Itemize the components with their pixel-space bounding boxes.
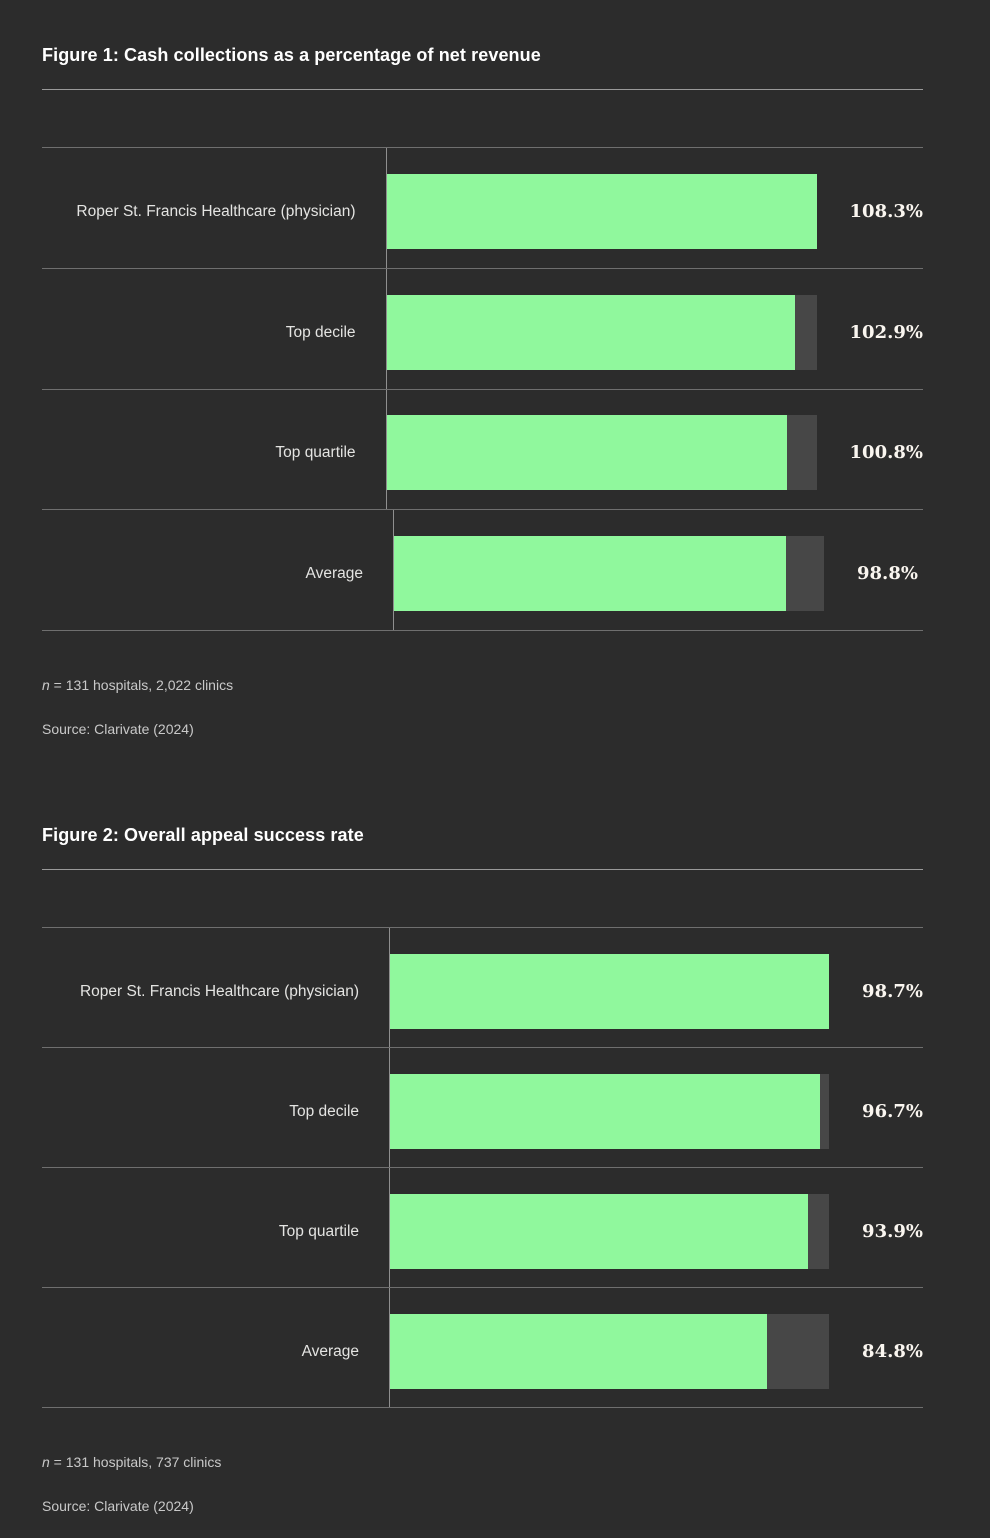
bar-track xyxy=(386,415,817,491)
figure-2-chart: Roper St. Francis Healthcare (physician)… xyxy=(42,927,923,1408)
bar-cell: 98.8% xyxy=(393,510,923,630)
sample-size-text: = 131 hospitals, 2,022 clinics xyxy=(49,677,234,693)
value-label: 96.7% xyxy=(862,1100,923,1122)
value-label: 108.3% xyxy=(849,200,923,222)
bar-fill xyxy=(386,294,796,370)
source-note: Source: Clarivate (2024) xyxy=(42,1498,194,1514)
bar-track xyxy=(386,294,817,370)
bar-cell: 98.7% xyxy=(389,928,923,1047)
category-label-cell: Roper St. Francis Healthcare (physician) xyxy=(42,928,389,1047)
category-label-cell: Top quartile xyxy=(42,1168,389,1287)
category-label-cell: Average xyxy=(42,1288,389,1407)
bar-track xyxy=(394,536,824,612)
category-label-cell: Roper St. Francis Healthcare (physician) xyxy=(42,148,386,268)
figure-2: Figure 2: Overall appeal success rate Ro… xyxy=(42,824,923,1515)
bar-fill xyxy=(386,415,787,491)
value-label: 84.8% xyxy=(862,1340,923,1362)
bar-track xyxy=(390,1193,830,1269)
value-label: 98.7% xyxy=(862,980,923,1002)
bar-row: Average 84.8% xyxy=(42,1287,923,1407)
bar-cell: 108.3% xyxy=(385,148,923,268)
figure-2-title: Figure 2: Overall appeal success rate xyxy=(42,824,923,870)
bar-fill xyxy=(386,173,817,249)
bar-track xyxy=(386,173,817,249)
bar-cell: 100.8% xyxy=(385,389,923,510)
bar-cell: 93.9% xyxy=(389,1168,923,1287)
bar-fill xyxy=(390,1193,808,1269)
bar-row: Average 98.8% xyxy=(42,509,923,630)
value-label: 98.8% xyxy=(857,563,918,585)
sample-size-note: n = 131 hospitals, 2,022 clinics xyxy=(42,677,923,694)
bar-track xyxy=(390,953,830,1029)
bar-row: Top decile 96.7% xyxy=(42,1047,923,1167)
bar-row: Roper St. Francis Healthcare (physician)… xyxy=(42,927,923,1047)
category-label: Roper St. Francis Healthcare (physician) xyxy=(79,982,360,1000)
bar-cell: 84.8% xyxy=(389,1288,923,1407)
bar-cell: 96.7% xyxy=(389,1048,923,1167)
bar-track xyxy=(390,1073,830,1149)
value-label: 93.9% xyxy=(862,1220,923,1242)
bar-row: Roper St. Francis Healthcare (physician)… xyxy=(42,147,923,268)
source-note: Source: Clarivate (2024) xyxy=(42,721,194,737)
category-label-cell: Top decile xyxy=(42,1048,389,1167)
category-label: Top decile xyxy=(289,1102,360,1120)
bar-row: Top quartile 100.8% xyxy=(42,388,923,510)
category-label-cell: Top decile xyxy=(42,269,386,389)
value-label: 102.9% xyxy=(849,321,923,343)
bar-row: Top decile 102.9% xyxy=(42,267,923,389)
category-label: Average xyxy=(305,565,363,583)
figure-1: Figure 1: Cash collections as a percenta… xyxy=(42,44,923,738)
figure-1-title: Figure 1: Cash collections as a percenta… xyxy=(42,44,923,90)
category-label: Top quartile xyxy=(278,1222,360,1240)
bar-track xyxy=(390,1313,830,1389)
bar-fill xyxy=(390,1313,768,1389)
bar-fill xyxy=(390,953,830,1029)
category-label: Average xyxy=(301,1342,360,1360)
bar-cell: 102.9% xyxy=(385,268,923,389)
category-label: Roper St. Francis Healthcare (physician) xyxy=(76,202,356,220)
n-symbol: n xyxy=(42,677,50,693)
category-label: Top quartile xyxy=(275,444,356,462)
value-label: 100.8% xyxy=(849,442,923,464)
figure-1-chart: Roper St. Francis Healthcare (physician)… xyxy=(42,147,923,631)
n-symbol: n xyxy=(42,1454,50,1470)
bar-fill xyxy=(390,1073,821,1149)
bar-row: Top quartile 93.9% xyxy=(42,1167,923,1287)
category-label: Top decile xyxy=(285,323,356,341)
sample-size-text: = 131 hospitals, 737 clinics xyxy=(49,1454,222,1470)
category-label-cell: Top quartile xyxy=(42,390,386,510)
category-label-cell: Average xyxy=(42,510,393,630)
sample-size-note: n = 131 hospitals, 737 clinics xyxy=(42,1454,923,1471)
bar-fill xyxy=(394,536,787,612)
